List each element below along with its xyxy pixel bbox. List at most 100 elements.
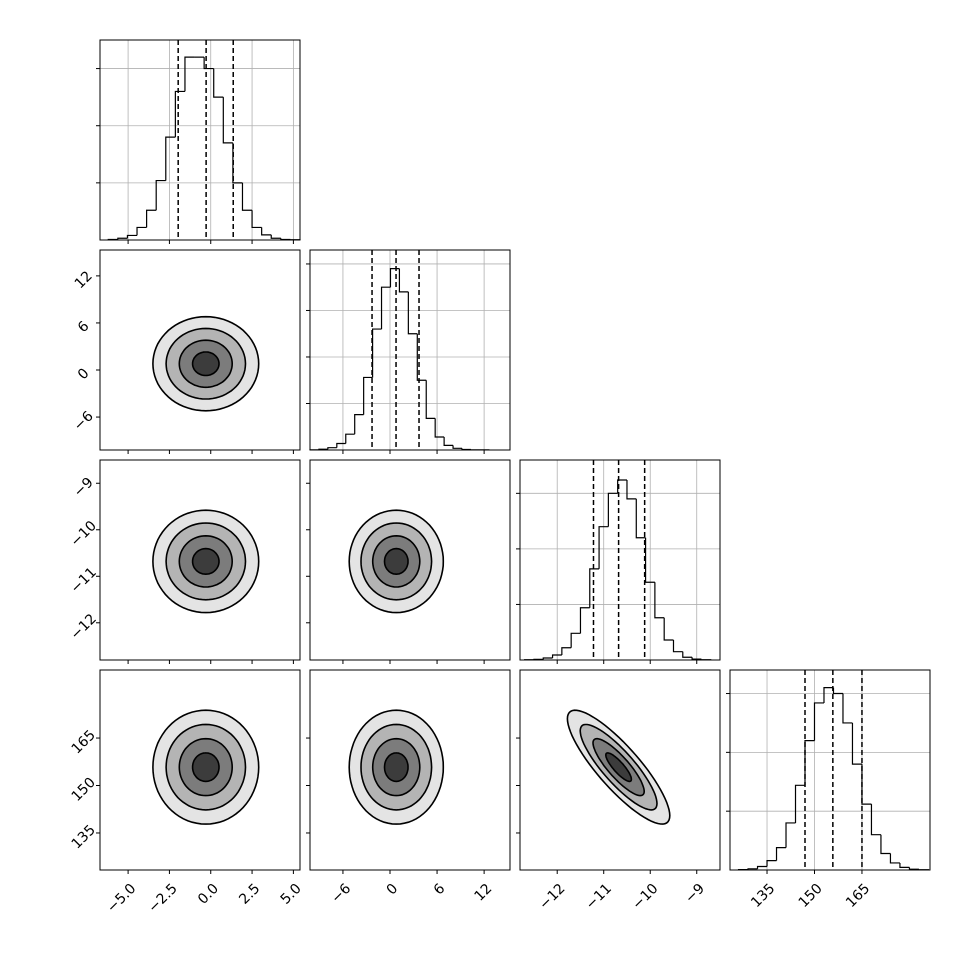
x-tick-label: 150 xyxy=(796,881,826,911)
histogram-bin xyxy=(452,445,462,449)
histogram-bin xyxy=(579,607,590,634)
x-tick-label: 6 xyxy=(431,881,449,899)
histogram-bin xyxy=(280,238,291,241)
histogram-bin xyxy=(380,286,391,330)
histogram-bin xyxy=(241,182,253,211)
panel-frame xyxy=(99,669,301,871)
histogram-bin xyxy=(570,632,581,648)
histogram-bin xyxy=(354,414,364,435)
histogram-bin xyxy=(870,804,881,836)
y-tick-label: 6 xyxy=(75,318,93,336)
histogram-bin xyxy=(232,142,243,184)
histogram-bin xyxy=(425,380,436,419)
panel-frame xyxy=(729,669,931,871)
histogram-bin xyxy=(589,568,600,608)
panel-frame xyxy=(309,249,511,451)
histogram-bin xyxy=(785,822,796,848)
x-tick-label: 0 xyxy=(384,881,402,899)
panel-frame xyxy=(519,669,721,871)
histogram-bin xyxy=(747,868,758,870)
x-tick-label: 165 xyxy=(843,881,873,911)
histogram-bin xyxy=(889,853,900,864)
histogram-bin xyxy=(336,442,346,448)
x-tick-label: −9 xyxy=(682,881,708,907)
histogram-bin xyxy=(407,291,418,335)
histogram-bin xyxy=(899,862,910,869)
histogram-bin xyxy=(880,834,891,855)
histogram-bin xyxy=(327,447,337,450)
y-tick-label: −12 xyxy=(68,611,100,643)
histogram-bin xyxy=(345,433,355,444)
histogram-bin xyxy=(598,526,609,569)
histogram-bin xyxy=(371,328,382,378)
histogram-bin xyxy=(607,492,618,527)
histogram-bin xyxy=(363,376,373,415)
histogram-bin xyxy=(461,448,471,451)
histogram-bin xyxy=(617,479,627,494)
histogram-bin xyxy=(270,234,281,239)
panel-frame xyxy=(309,459,511,661)
histogram-bin xyxy=(542,657,553,660)
x-tick-label: −12 xyxy=(536,881,568,913)
histogram-bin xyxy=(398,268,409,293)
histogram-bin xyxy=(416,333,427,381)
histogram-bin xyxy=(165,136,176,181)
histogram-bin xyxy=(136,226,147,236)
histogram-bin xyxy=(434,418,445,438)
y-tick-label: −9 xyxy=(71,475,97,501)
x-tick-label: −6 xyxy=(328,881,354,907)
y-tick-label: 150 xyxy=(69,775,99,805)
histogram-bin xyxy=(691,657,702,660)
histogram-bin xyxy=(794,784,805,823)
histogram-bin xyxy=(117,237,128,240)
histogram-bin xyxy=(672,640,683,653)
histogram-bin xyxy=(155,179,166,211)
x-tick-label: 0.0 xyxy=(195,881,222,908)
x-tick-label: 5.0 xyxy=(278,881,305,908)
histogram-bin xyxy=(813,702,824,741)
histogram-bin xyxy=(635,498,646,539)
x-tick-label: 135 xyxy=(748,881,778,911)
panel-frame xyxy=(519,459,721,661)
histogram-bin xyxy=(644,537,655,583)
contour xyxy=(191,547,220,576)
histogram-bin xyxy=(184,56,195,92)
histogram-bin xyxy=(213,68,224,98)
histogram-bin xyxy=(146,209,157,228)
x-tick-label: 2.5 xyxy=(236,881,263,908)
y-tick-label: −6 xyxy=(71,408,97,434)
histogram-bin xyxy=(203,57,214,70)
panel-frame xyxy=(99,249,301,451)
contour xyxy=(191,351,220,377)
x-tick-label: −10 xyxy=(629,881,661,913)
histogram-bin xyxy=(861,764,872,805)
histogram-bin xyxy=(823,687,834,703)
histogram-bin xyxy=(908,867,919,870)
contour xyxy=(383,547,409,576)
histogram-bin xyxy=(126,234,138,239)
histogram-bin xyxy=(775,847,787,861)
histogram-bin xyxy=(832,687,843,695)
x-tick-label: −5.0 xyxy=(104,881,139,916)
histogram-bin xyxy=(222,97,233,144)
histogram-bin xyxy=(804,739,815,786)
x-tick-label: 12 xyxy=(472,881,496,905)
histogram-bin xyxy=(851,722,862,765)
histogram-bin xyxy=(654,582,665,619)
histogram-bin xyxy=(561,647,572,655)
contour xyxy=(191,752,220,783)
y-tick-label: −11 xyxy=(68,564,100,596)
y-tick-label: 135 xyxy=(69,822,99,852)
panel-frame xyxy=(99,459,301,661)
contour xyxy=(383,752,409,783)
histogram-bin xyxy=(682,651,693,658)
x-tick-label: −2.5 xyxy=(145,881,180,916)
y-tick-label: 12 xyxy=(72,268,96,292)
histogram-bin xyxy=(663,617,674,641)
histogram-bin xyxy=(626,480,637,500)
histogram-bin xyxy=(174,90,185,138)
panel-frame xyxy=(309,669,511,871)
y-tick-label: 165 xyxy=(69,727,99,757)
histogram-bin xyxy=(389,268,400,288)
